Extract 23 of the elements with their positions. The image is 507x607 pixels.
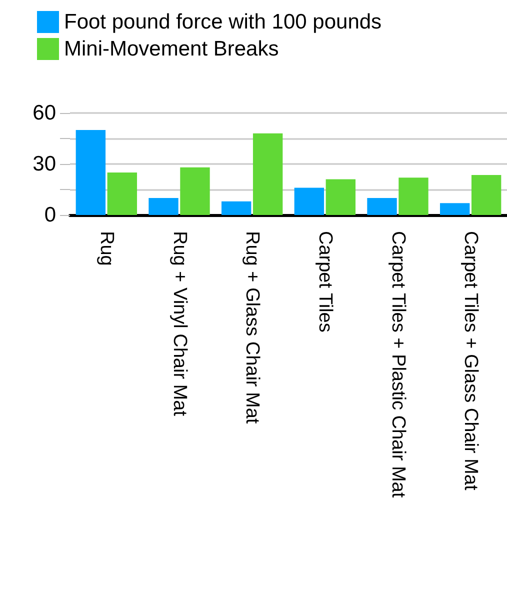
bar [76, 130, 106, 215]
bar [221, 201, 252, 215]
x-tick-label: Rug + Vinyl Chair Mat [168, 231, 190, 417]
y-tick-label: 60 [32, 102, 56, 124]
bar [326, 179, 356, 215]
y-tick-label: 30 [32, 152, 56, 176]
bar [367, 198, 397, 215]
bar [148, 198, 178, 215]
x-tick-label: Rug + Glass Chair Mat [242, 231, 263, 424]
bar [471, 175, 502, 215]
x-tick-label: Carpet Tiles + Glass Chair Mat [460, 231, 482, 491]
legend-label: Mini-Movement Breaks [64, 38, 279, 60]
bar [440, 203, 470, 215]
x-tick-label: Carpet Tiles [314, 231, 336, 332]
x-tick-label: Rug [96, 231, 117, 266]
bar [398, 178, 428, 215]
x-tick-label: Carpet Tiles + Plastic Chair Mat [387, 231, 408, 498]
y-tick-label: 0 [44, 204, 56, 226]
legend-label: Foot pound force with 100 pounds [64, 10, 382, 34]
bar [294, 188, 324, 215]
bar [107, 172, 138, 215]
bar [180, 167, 210, 215]
bar [252, 133, 283, 215]
